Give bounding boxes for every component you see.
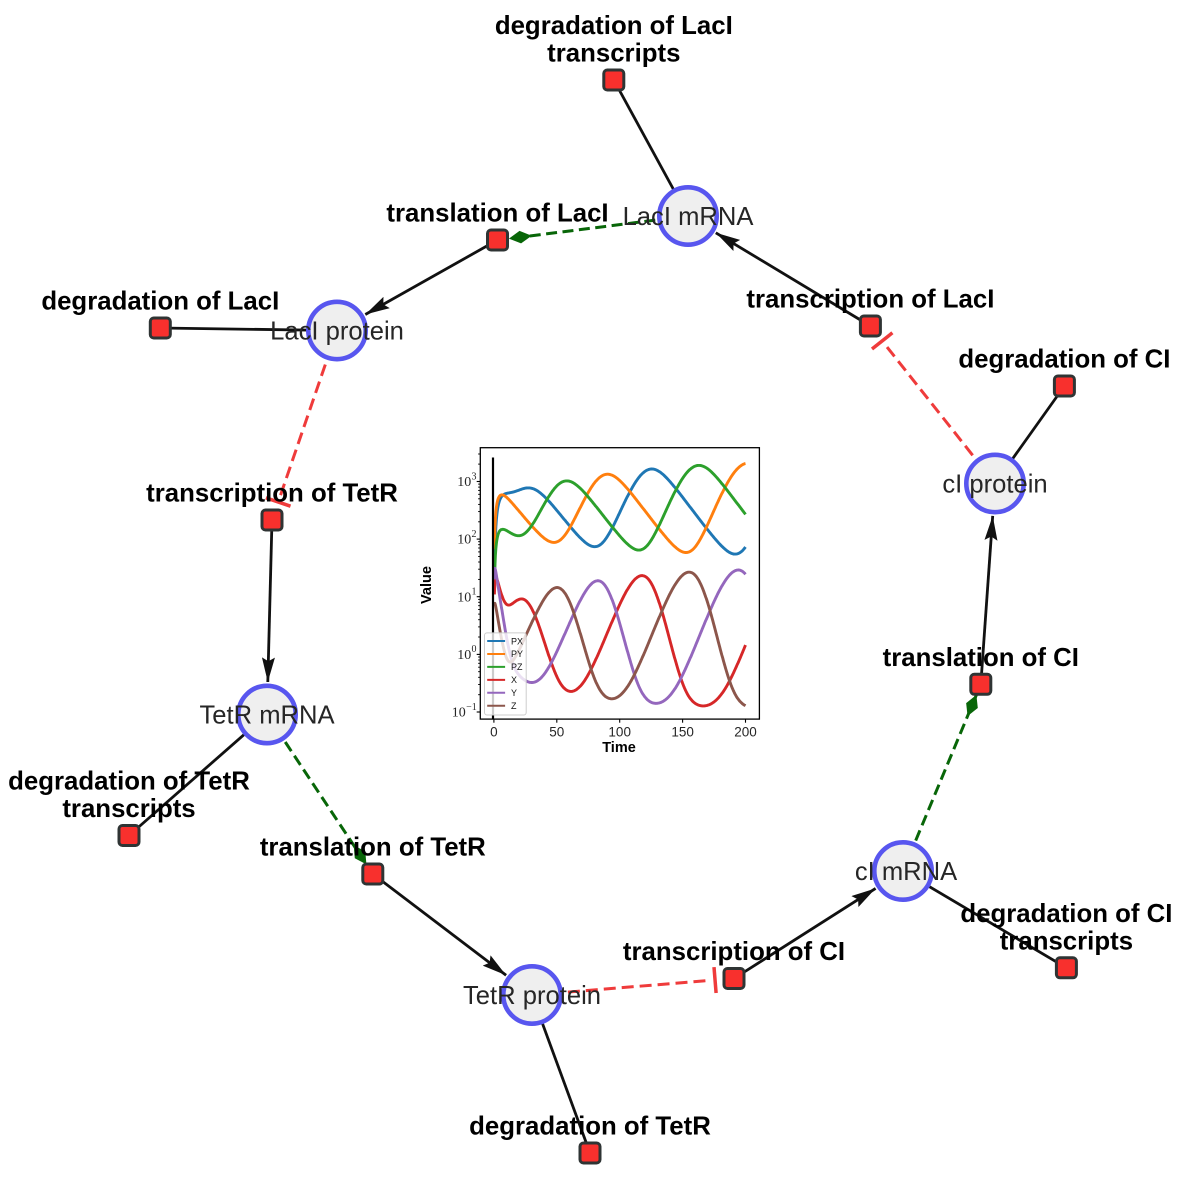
svg-text:10: 10	[457, 533, 471, 548]
svg-text:−1: −1	[466, 702, 477, 713]
svg-text:2: 2	[472, 529, 477, 540]
svg-text:PX: PX	[511, 636, 523, 646]
svg-text:10: 10	[452, 706, 466, 721]
svg-text:Z: Z	[511, 701, 517, 711]
svg-text:LacI protein: LacI protein	[270, 318, 404, 346]
svg-text:10: 10	[457, 475, 471, 490]
svg-text:PZ: PZ	[511, 662, 523, 672]
svg-text:200: 200	[734, 724, 757, 739]
svg-text:degradation of LacI: degradation of LacI	[495, 12, 733, 40]
svg-text:degradation of LacI: degradation of LacI	[41, 288, 279, 316]
svg-text:transcripts: transcripts	[62, 795, 195, 823]
svg-text:degradation of CI: degradation of CI	[960, 900, 1172, 928]
svg-text:10: 10	[457, 590, 471, 605]
svg-text:X: X	[511, 675, 517, 685]
svg-text:transcripts: transcripts	[1000, 927, 1133, 955]
svg-text:transcription of TetR: transcription of TetR	[146, 480, 398, 508]
svg-text:TetR mRNA: TetR mRNA	[199, 702, 335, 730]
svg-text:transcription of CI: transcription of CI	[623, 938, 845, 966]
svg-text:0: 0	[472, 644, 477, 655]
svg-text:Time: Time	[602, 740, 636, 756]
svg-text:translation of CI: translation of CI	[883, 644, 1079, 672]
svg-text:translation of TetR: translation of TetR	[260, 834, 486, 862]
svg-text:LacI mRNA: LacI mRNA	[623, 203, 755, 231]
svg-text:Y: Y	[511, 688, 517, 698]
svg-text:Value: Value	[419, 566, 435, 604]
svg-text:TetR protein: TetR protein	[463, 982, 601, 1010]
svg-text:cI protein: cI protein	[942, 471, 1047, 499]
svg-text:translation of LacI: translation of LacI	[386, 200, 608, 228]
svg-text:100: 100	[608, 724, 631, 739]
svg-text:transcription of LacI: transcription of LacI	[746, 286, 994, 314]
svg-text:3: 3	[472, 471, 477, 482]
svg-text:degradation of TetR: degradation of TetR	[469, 1113, 711, 1141]
svg-text:PY: PY	[511, 649, 523, 659]
svg-text:10: 10	[457, 648, 471, 663]
svg-text:degradation of TetR: degradation of TetR	[8, 768, 250, 796]
svg-text:1: 1	[472, 587, 477, 598]
svg-text:degradation of CI: degradation of CI	[958, 346, 1170, 374]
svg-text:150: 150	[671, 724, 694, 739]
svg-text:transcripts: transcripts	[547, 40, 680, 68]
svg-text:0: 0	[490, 724, 498, 739]
svg-text:cI mRNA: cI mRNA	[855, 858, 958, 886]
svg-text:50: 50	[549, 724, 564, 739]
